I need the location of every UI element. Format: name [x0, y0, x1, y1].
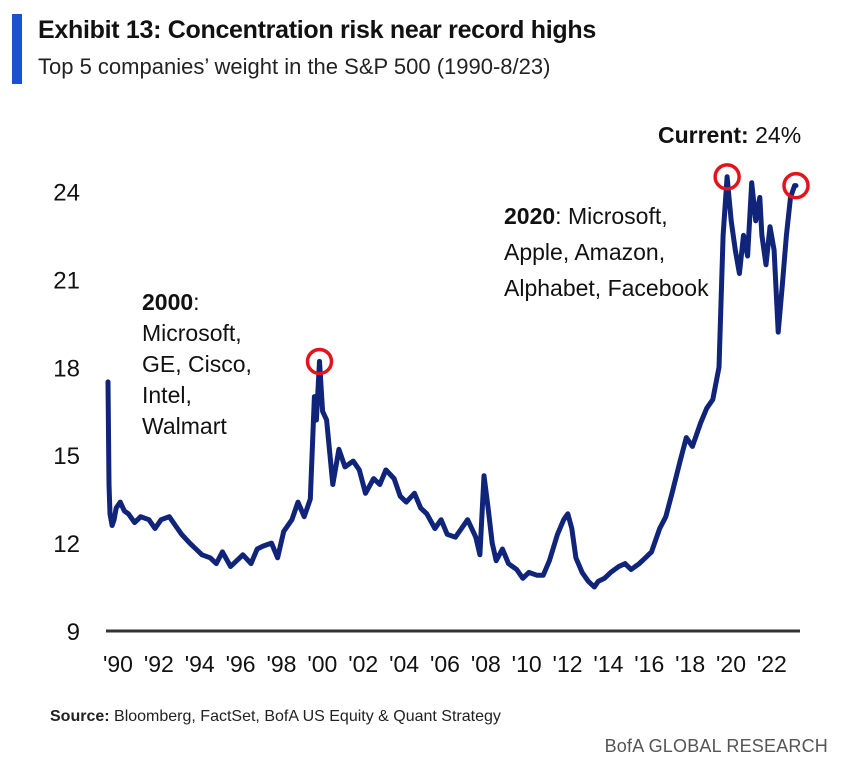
x-axis: '90 '92 '94 '96 '98 '00 '02 '04 '06 '08 '10 '12 '14 '… [103, 651, 787, 677]
highlight-circle [305, 347, 334, 376]
chart-title: Exhibit 13: Concentration risk near reco… [38, 16, 596, 44]
annotation-current-label: Current: [658, 122, 749, 148]
highlight-circle [713, 163, 741, 191]
x-tick-label: '10 [512, 651, 542, 677]
annotation-2000-line: Walmart [142, 413, 227, 439]
y-tick-label: 18 [53, 355, 80, 382]
x-tick-label: '04 [389, 651, 419, 677]
annotation-2000-colon: : [193, 289, 200, 315]
annotation-2000: 2000: Microsoft, GE, Cisco, Intel, Walma… [142, 287, 252, 442]
x-tick-label: '06 [430, 651, 460, 677]
annotation-current: Current: 24% [658, 120, 801, 151]
annotation-2020-line: Alphabet, Facebook [504, 275, 709, 301]
annotation-2020: 2020: Microsoft, Apple, Amazon, Alphabet… [504, 198, 709, 306]
annotation-current-value: 24% [755, 122, 802, 148]
x-tick-label: '90 [103, 651, 133, 677]
series-line [105, 174, 799, 590]
x-tick-label: '16 [634, 651, 664, 677]
annotation-2000-line: Intel, [142, 382, 192, 408]
source-note: Source: Bloomberg, FactSet, BofA US Equi… [50, 708, 501, 726]
x-tick-label: '02 [348, 651, 378, 677]
x-tick-label: '18 [675, 651, 705, 677]
source-label: Source: [50, 708, 110, 725]
annotation-2020-line: Apple, Amazon, [504, 239, 666, 265]
highlight-circle [782, 171, 810, 200]
brand-footer: BofA GLOBAL RESEARCH [604, 736, 828, 756]
x-tick-label: '94 [185, 651, 215, 677]
annotation-2000-line: GE, Cisco, [142, 351, 252, 377]
y-tick-label: 24 [53, 180, 80, 207]
x-tick-label: '08 [471, 651, 501, 677]
annotation-2000-line: Microsoft, [142, 320, 242, 346]
x-tick-label: '22 [757, 651, 787, 677]
accent-bar [12, 14, 22, 84]
x-tick-label: '20 [716, 651, 746, 677]
x-tick-label: '00 [307, 651, 337, 677]
chart-subtitle: Top 5 companies’ weight in the S&P 500 (… [38, 54, 551, 79]
x-tick-label: '96 [226, 651, 256, 677]
source-text: Bloomberg, FactSet, BofA US Equity & Qua… [114, 708, 501, 725]
y-axis: 9 12 15 18 21 24 [53, 180, 80, 647]
annotation-2020-first-line: : Microsoft, [555, 203, 668, 229]
annotation-2000-year: 2000 [142, 289, 194, 315]
annotation-2020-year: 2020 [504, 203, 556, 229]
y-tick-label: 12 [53, 531, 80, 558]
y-tick-label: 9 [67, 619, 80, 646]
y-tick-label: 21 [53, 267, 80, 294]
x-tick-label: '98 [266, 651, 296, 677]
x-tick-label: '92 [144, 651, 174, 677]
x-tick-label: '12 [553, 651, 583, 677]
y-tick-label: 15 [53, 443, 80, 470]
x-tick-label: '14 [593, 651, 623, 677]
highlight-circles [305, 163, 810, 376]
